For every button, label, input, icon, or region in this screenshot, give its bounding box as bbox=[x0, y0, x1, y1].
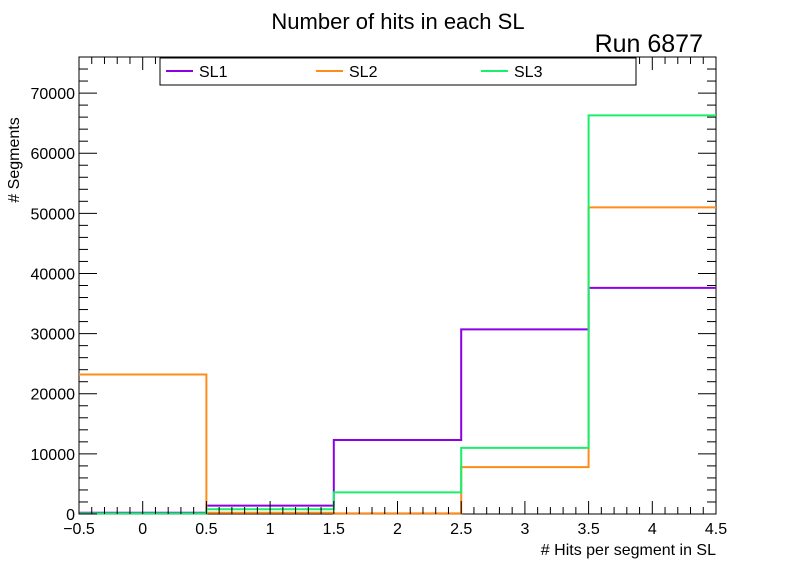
series-layer bbox=[79, 114, 716, 515]
series-sl1 bbox=[79, 286, 716, 514]
x-tick-label: 1.5 bbox=[323, 521, 345, 538]
y-tick-label: 40000 bbox=[31, 266, 76, 283]
x-tick-label: 0 bbox=[138, 521, 147, 538]
run-annotation: Run 6877 bbox=[595, 30, 703, 58]
x-tick-label: 4.5 bbox=[705, 521, 727, 538]
legend-label-sl3: SL3 bbox=[514, 64, 543, 81]
x-tick-label: 1 bbox=[266, 521, 275, 538]
y-tick-label: 0 bbox=[66, 507, 75, 524]
legend-label-sl1: SL1 bbox=[199, 64, 228, 81]
legend: SL1 SL2 SL3 bbox=[159, 57, 637, 86]
series-line-sl1 bbox=[79, 286, 716, 514]
x-tick-label: 2.5 bbox=[450, 521, 472, 538]
axis-layer: −0.5 0 0.5 1 1.5 2 2.5 3 3.5 4 4.50100002000030000… bbox=[31, 56, 727, 538]
x-tick-label: 3 bbox=[520, 521, 529, 538]
y-tick-label: 10000 bbox=[31, 447, 76, 464]
y-tick-label: 50000 bbox=[31, 206, 76, 223]
y-tick-label: 60000 bbox=[31, 146, 76, 163]
x-tick-label: 2 bbox=[393, 521, 402, 538]
y-tick-label: 70000 bbox=[31, 86, 76, 103]
legend-box bbox=[159, 57, 637, 86]
y-tick-label: 30000 bbox=[31, 327, 76, 344]
plot-frame bbox=[78, 56, 717, 515]
x-tick-label: 4 bbox=[648, 521, 657, 538]
series-sl3 bbox=[79, 114, 716, 515]
x-tick-label: −0.5 bbox=[63, 521, 95, 538]
x-tick-label: 0.5 bbox=[195, 521, 217, 538]
legend-label-sl2: SL2 bbox=[349, 64, 378, 81]
series-sl2 bbox=[79, 206, 716, 515]
y-axis-label: # Segments bbox=[6, 117, 23, 202]
y-tick-label: 20000 bbox=[31, 387, 76, 404]
x-tick-label: 3.5 bbox=[577, 521, 599, 538]
series-line-sl2 bbox=[79, 206, 716, 515]
chart-title: Number of hits in each SL bbox=[271, 9, 524, 34]
series-line-sl3 bbox=[79, 114, 716, 515]
x-axis-label: # Hits per segment in SL bbox=[541, 542, 716, 559]
